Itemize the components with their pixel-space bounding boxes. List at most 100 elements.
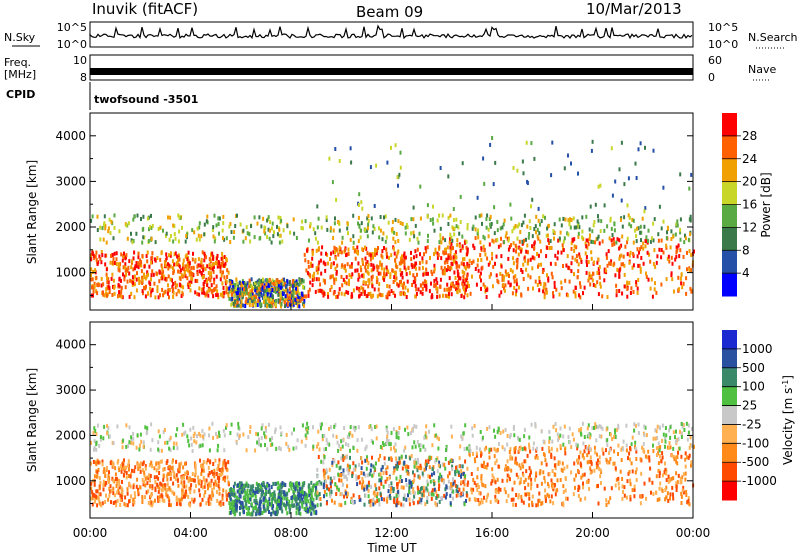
data-cell bbox=[288, 507, 291, 512]
data-cell bbox=[386, 160, 389, 165]
data-cell bbox=[517, 252, 520, 257]
data-cell bbox=[205, 219, 208, 224]
data-cell bbox=[278, 233, 281, 238]
data-cell bbox=[183, 484, 186, 489]
data-cell bbox=[537, 253, 540, 258]
data-cell bbox=[443, 266, 446, 271]
data-cell bbox=[188, 280, 191, 285]
data-cell bbox=[185, 264, 188, 269]
data-cell bbox=[325, 251, 327, 256]
data-cell bbox=[124, 265, 126, 270]
data-cell bbox=[423, 283, 426, 288]
data-cell bbox=[366, 234, 369, 239]
data-cell bbox=[270, 289, 273, 294]
data-cell bbox=[119, 493, 122, 498]
data-cell bbox=[292, 492, 295, 497]
data-cell bbox=[259, 283, 262, 288]
data-cell bbox=[413, 478, 416, 483]
data-cell bbox=[180, 294, 183, 298]
data-cell bbox=[364, 280, 367, 285]
data-cell bbox=[594, 202, 597, 207]
data-cell bbox=[325, 218, 328, 222]
data-cell bbox=[373, 226, 376, 231]
data-cell bbox=[352, 245, 355, 250]
data-cell bbox=[572, 216, 575, 221]
data-cell bbox=[572, 492, 575, 497]
data-cell bbox=[486, 213, 489, 218]
data-cell bbox=[690, 426, 693, 431]
data-cell bbox=[307, 507, 309, 512]
data-cell bbox=[491, 256, 494, 261]
data-cell bbox=[238, 293, 241, 298]
data-cell bbox=[302, 483, 305, 488]
data-cell bbox=[278, 496, 281, 501]
data-cell bbox=[499, 487, 502, 492]
data-cell bbox=[620, 262, 623, 267]
data-cell bbox=[168, 253, 170, 258]
data-cell bbox=[531, 197, 534, 202]
data-cell bbox=[366, 455, 368, 460]
data-cell bbox=[181, 225, 183, 230]
data-cell bbox=[661, 489, 664, 493]
data-cell bbox=[431, 488, 434, 493]
data-cell bbox=[520, 498, 523, 503]
data-cell bbox=[512, 497, 515, 502]
data-cell bbox=[414, 294, 417, 299]
data-cell bbox=[671, 453, 673, 458]
data-cell bbox=[583, 285, 586, 290]
data-cell bbox=[516, 461, 518, 466]
data-cell bbox=[408, 480, 411, 485]
data-cell bbox=[254, 494, 257, 499]
data-cell bbox=[131, 275, 134, 280]
data-cell bbox=[435, 277, 438, 282]
data-cell bbox=[533, 256, 536, 261]
data-cell bbox=[600, 219, 603, 224]
data-cell bbox=[580, 463, 582, 468]
data-cell bbox=[680, 479, 683, 484]
data-cell bbox=[381, 445, 384, 450]
data-cell bbox=[372, 224, 375, 229]
data-cell bbox=[597, 501, 600, 506]
data-cell bbox=[598, 466, 601, 471]
data-cell bbox=[248, 281, 251, 286]
data-cell bbox=[376, 491, 379, 496]
data-cell bbox=[462, 480, 465, 485]
data-cell bbox=[262, 292, 265, 297]
data-cell bbox=[295, 511, 298, 516]
data-cell bbox=[329, 494, 332, 499]
data-cell bbox=[318, 480, 321, 484]
data-cell bbox=[320, 251, 323, 256]
data-cell bbox=[496, 498, 498, 503]
data-cell bbox=[619, 254, 621, 259]
data-cell bbox=[330, 492, 333, 497]
data-cell bbox=[311, 277, 314, 282]
data-cell bbox=[355, 474, 358, 479]
data-cell bbox=[240, 304, 243, 309]
data-cell bbox=[387, 220, 390, 225]
data-cell bbox=[335, 247, 338, 251]
data-cell bbox=[505, 231, 508, 236]
data-cell bbox=[238, 296, 241, 301]
data-cell bbox=[596, 280, 599, 285]
data-cell bbox=[91, 490, 94, 495]
data-cell bbox=[621, 484, 624, 489]
data-cell bbox=[490, 481, 493, 486]
data-cell bbox=[156, 256, 159, 260]
data-cell bbox=[442, 250, 445, 255]
data-cell bbox=[223, 290, 226, 295]
data-cell bbox=[562, 216, 565, 221]
data-cell bbox=[350, 262, 353, 267]
data-cell bbox=[97, 468, 100, 472]
data-cell bbox=[433, 482, 436, 487]
data-cell bbox=[92, 285, 95, 290]
data-cell bbox=[145, 475, 148, 480]
data-cell bbox=[580, 257, 583, 262]
data-cell bbox=[177, 497, 180, 502]
data-cell bbox=[403, 493, 406, 498]
data-cell bbox=[148, 264, 151, 269]
data-cell bbox=[639, 457, 642, 462]
data-cell bbox=[239, 287, 242, 292]
data-cell bbox=[464, 474, 467, 479]
data-cell bbox=[335, 295, 338, 299]
data-cell bbox=[101, 253, 104, 258]
